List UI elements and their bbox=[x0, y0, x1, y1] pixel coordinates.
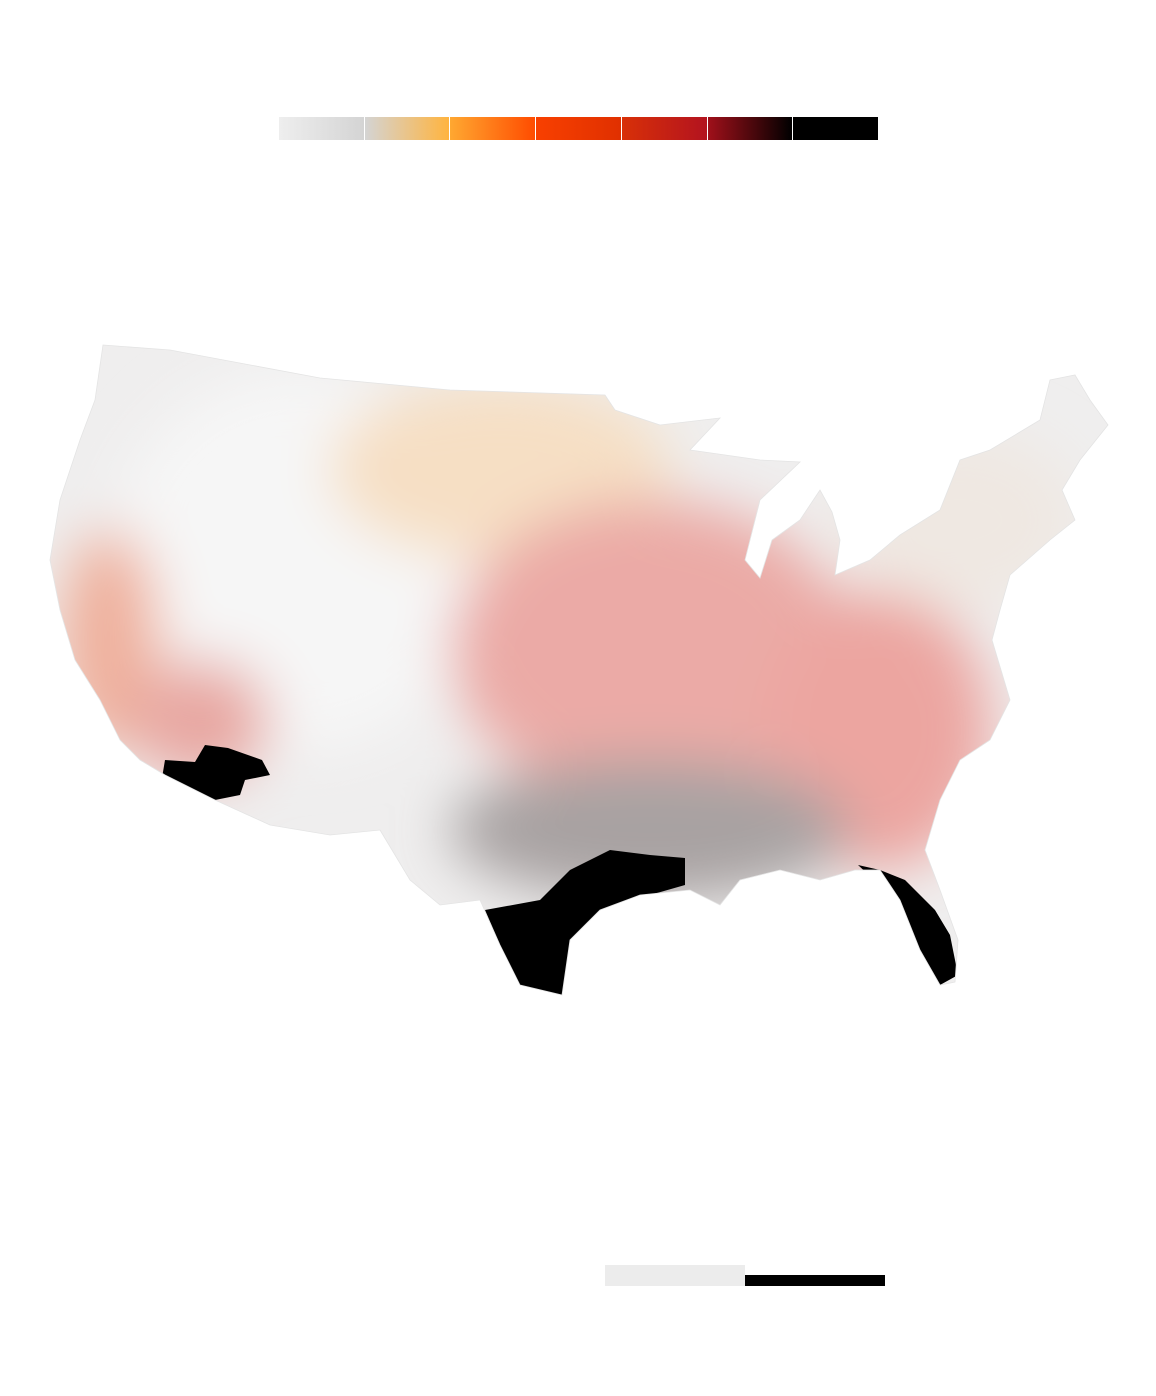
scale-bar-dark-segment bbox=[745, 1275, 885, 1286]
color-legend bbox=[279, 117, 879, 140]
region-gulf-grey bbox=[450, 760, 850, 900]
legend-segment-2 bbox=[364, 117, 451, 140]
legend-segment-4 bbox=[536, 117, 622, 140]
region-northeast-light bbox=[840, 430, 1080, 610]
scale-bar-light-segment bbox=[605, 1265, 745, 1286]
region-central-pink bbox=[450, 500, 850, 800]
legend-segment-7 bbox=[793, 117, 879, 140]
legend-segment-1 bbox=[279, 117, 365, 140]
region-arizona-pink bbox=[130, 660, 270, 780]
scale-bar bbox=[605, 1265, 885, 1286]
legend-segment-5 bbox=[621, 117, 708, 140]
region-arizona-black bbox=[162, 745, 270, 800]
legend-segment-3 bbox=[450, 117, 537, 140]
legend-segment-6 bbox=[707, 117, 794, 140]
region-texas-coast-black bbox=[485, 850, 685, 995]
region-florida-black bbox=[858, 865, 958, 985]
